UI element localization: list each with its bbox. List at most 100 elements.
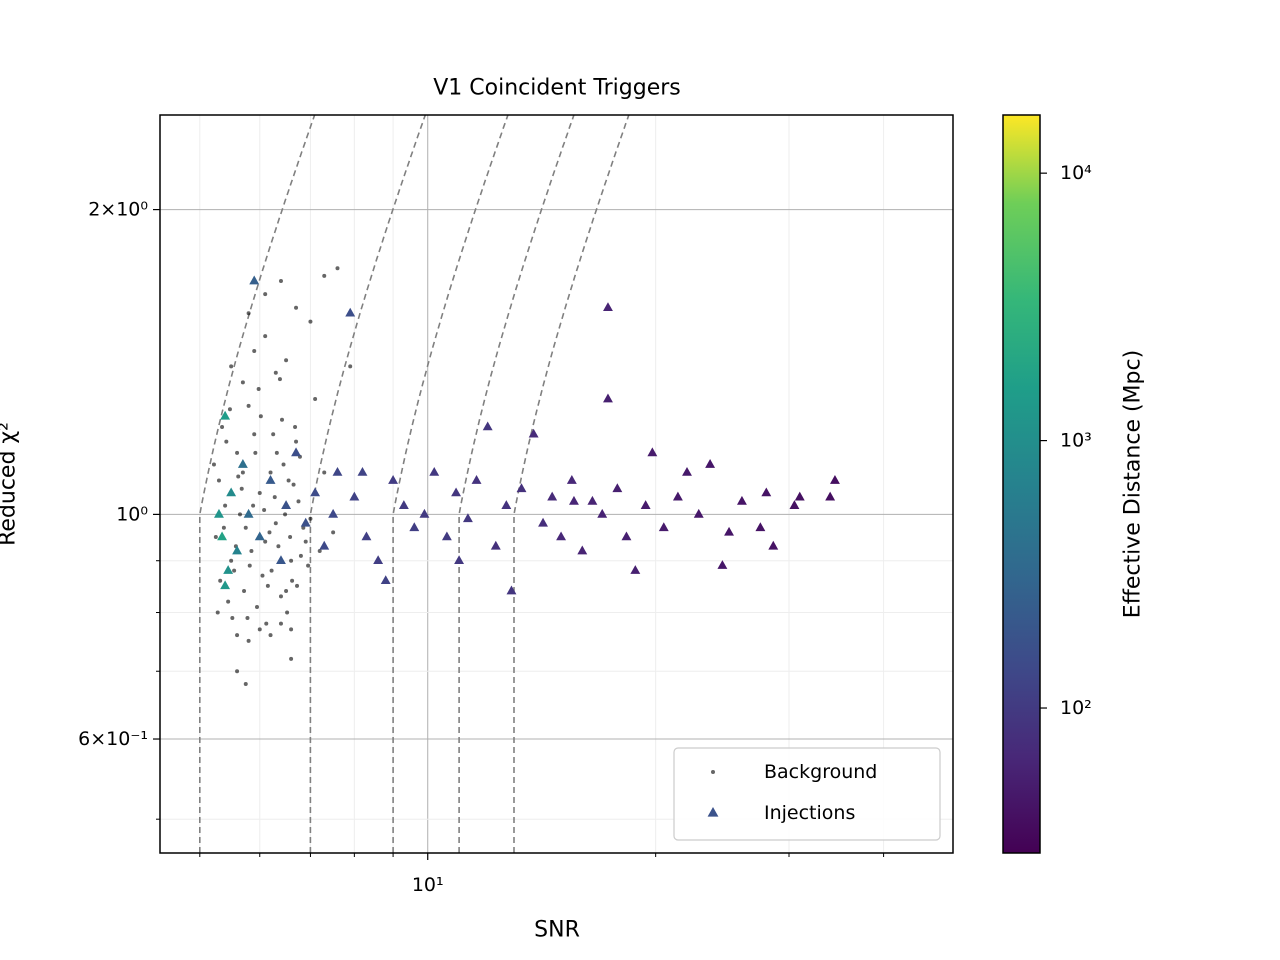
injection-point [220,410,231,420]
background-point [232,568,237,573]
background-point [249,549,254,554]
background-point [251,503,256,508]
background-point [235,633,240,638]
injection-point [794,491,805,501]
background-point [216,478,221,483]
background-point [313,397,318,402]
background-point [235,450,240,455]
background-point [239,486,244,491]
injection-point [328,508,339,518]
injection-point [761,487,772,497]
injection-point [603,302,613,312]
contour-line [458,115,575,853]
injection-point [640,500,651,509]
background-point [269,568,274,573]
injection-point [506,585,517,595]
injection-point [254,531,265,541]
injection-point [658,522,669,532]
legend-label: Injections [764,802,855,824]
background-point [258,414,263,419]
x-axis-label: SNR [534,918,580,943]
background-point [253,450,258,455]
background-point [281,462,286,467]
background-point [335,266,340,271]
injection-point [220,580,231,590]
injection-point [291,447,301,457]
background-point [278,279,283,284]
background-point [263,539,268,544]
background-point [286,478,291,483]
background-point [288,534,293,539]
injection-point [717,560,728,569]
background-point [308,319,313,324]
background-point [278,621,283,626]
injection-point [232,545,243,555]
background-point [294,439,299,444]
background-point [283,512,288,517]
background-point [245,616,250,621]
injection-point [419,508,430,518]
background-point [290,578,295,583]
background-point [284,589,289,594]
injection-point [768,540,779,550]
background-point [243,525,248,530]
injection-point [310,487,321,497]
injection-point [724,526,734,536]
background-point [273,521,278,526]
colorbar-frame [1002,114,1041,854]
injection-point [566,475,577,484]
injection-point [682,466,692,476]
injection-point [380,575,391,585]
injection-point [647,447,658,457]
injection-point [825,491,836,501]
injection-point [345,307,356,317]
background-point [227,407,232,412]
background-point [213,534,218,539]
background-point [291,482,296,487]
injection-point [501,500,512,509]
injection-point [577,545,588,555]
injection-point [226,487,237,497]
injection-point [249,275,260,285]
background-point [268,633,273,638]
background-point [285,610,290,615]
injection-point [217,531,227,541]
background-point [265,583,270,588]
background-point [301,525,306,530]
injection-point [528,428,539,438]
contour-line [309,115,427,853]
colorbar-tick-label: 10² [1060,697,1092,719]
background-point [317,549,322,554]
injection-point [587,495,598,505]
background-point [303,539,308,544]
background-point [267,530,272,535]
injection-point [214,508,224,518]
background-point [331,530,336,535]
injection-point [569,495,579,505]
injection-point [349,491,360,501]
injection-point [603,393,613,403]
background-point [289,558,294,563]
injection-point [332,466,343,476]
background-point [215,610,220,615]
background-point [260,573,265,578]
background-point [295,583,300,588]
background-point [230,616,235,621]
injection-point [630,565,641,574]
background-point [220,424,225,429]
injection-point [361,531,372,541]
injection-point [612,483,623,493]
colorbar-label: Effective Distance (Mpc) [1121,350,1146,618]
background-point [252,432,257,437]
background-point [268,470,273,475]
background-point [221,525,226,530]
axes-frame [159,114,954,854]
background-point [263,334,268,339]
injection-point [300,517,311,527]
background-point [242,589,247,594]
background-point [298,553,303,558]
contour-line [513,115,630,853]
injection-point [597,508,608,518]
background-point [237,512,242,517]
